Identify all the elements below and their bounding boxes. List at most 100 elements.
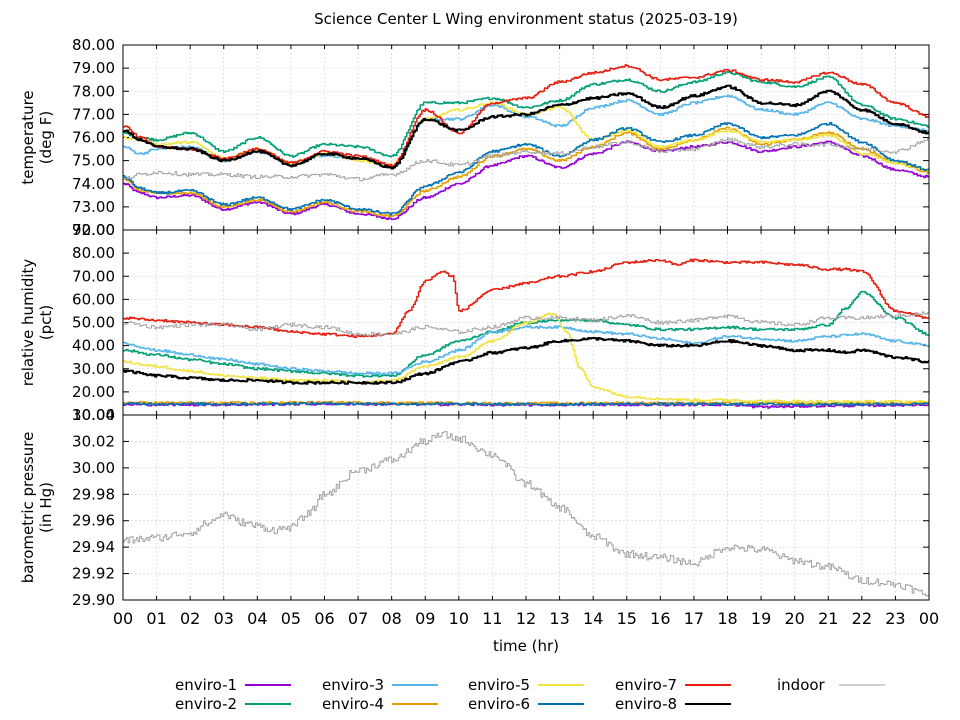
y-tick-label: 75.00 bbox=[72, 152, 115, 170]
legend-label: enviro-8 bbox=[615, 695, 677, 713]
y-tick-label: 80.00 bbox=[72, 36, 115, 54]
legend-label: enviro-3 bbox=[322, 676, 384, 694]
y-tick-label: 30.04 bbox=[72, 406, 115, 424]
series-group bbox=[123, 64, 929, 221]
series-line-enviro-2 bbox=[123, 71, 929, 158]
x-tick-label: 05 bbox=[281, 609, 301, 628]
x-tick-label: 04 bbox=[247, 609, 267, 628]
y-tick-label: 79.00 bbox=[72, 59, 115, 77]
legend-label: enviro-5 bbox=[468, 676, 530, 694]
y-axis-unit-label: (pct) bbox=[37, 305, 55, 340]
series-line-enviro-8 bbox=[123, 84, 929, 170]
x-tick-label: 08 bbox=[381, 609, 401, 628]
x-tick-label: 00 bbox=[113, 609, 133, 628]
series-line-enviro-7 bbox=[123, 64, 929, 168]
legend-entry-enviro-8: enviro-8 bbox=[615, 695, 731, 713]
legend-entry-enviro-2: enviro-2 bbox=[175, 695, 291, 713]
y-tick-label: 50.00 bbox=[72, 314, 115, 332]
y-axis-unit-label: (deg F) bbox=[37, 111, 55, 164]
legend-label: enviro-6 bbox=[468, 695, 530, 713]
chart-panels: 72.00 73.00 74.00 75.00 76.00 77.00 78.00 79.00… bbox=[19, 36, 939, 628]
series-line-enviro-5 bbox=[123, 312, 929, 404]
series-group bbox=[123, 258, 929, 409]
x-tick-label: 16 bbox=[650, 609, 670, 628]
y-axis-unit-label: (in Hg) bbox=[37, 482, 55, 533]
legend-entry-enviro-1: enviro-1 bbox=[175, 676, 291, 694]
y-tick-label: 90.00 bbox=[72, 221, 115, 239]
y-tick-label: 29.96 bbox=[72, 512, 115, 530]
x-tick-label: 15 bbox=[617, 609, 637, 628]
legend-label: enviro-1 bbox=[175, 676, 237, 694]
series-line-enviro-4 bbox=[123, 126, 929, 218]
x-tick-label: 07 bbox=[348, 609, 368, 628]
y-tick-label: 30.00 bbox=[72, 459, 115, 477]
y-tick-label: 29.98 bbox=[72, 485, 115, 503]
y-tick-label: 72.00 bbox=[72, 221, 115, 239]
x-tick-label: 13 bbox=[549, 609, 569, 628]
x-tick-label: 12 bbox=[516, 609, 536, 628]
series-line-enviro-1 bbox=[123, 140, 929, 221]
series-line-indoor bbox=[123, 431, 929, 598]
series-line-indoor bbox=[123, 137, 929, 182]
x-tick-label: 06 bbox=[314, 609, 334, 628]
series-line-indoor bbox=[123, 311, 929, 337]
x-tick-label: 11 bbox=[482, 609, 502, 628]
chart-title: Science Center L Wing environment status… bbox=[314, 10, 738, 28]
legend-entry-enviro-3: enviro-3 bbox=[322, 676, 438, 694]
legend-label: enviro-2 bbox=[175, 695, 237, 713]
y-tick-label: 73.00 bbox=[72, 198, 115, 216]
y-tick-label: 74.00 bbox=[72, 175, 115, 193]
legend-entry-enviro-7: enviro-7 bbox=[615, 676, 731, 694]
x-tick-label: 02 bbox=[180, 609, 200, 628]
x-tick-label: 00 bbox=[919, 609, 939, 628]
legend-label: enviro-7 bbox=[615, 676, 677, 694]
y-axis-label: relative humidity bbox=[19, 259, 37, 387]
x-axis-label: time (hr) bbox=[493, 637, 559, 655]
panel-frame bbox=[122, 414, 930, 601]
y-tick-label: 76.00 bbox=[72, 129, 115, 147]
x-tick-label: 18 bbox=[717, 609, 737, 628]
x-tick-label: 17 bbox=[684, 609, 704, 628]
y-tick-label: 20.00 bbox=[72, 383, 115, 401]
y-tick-label: 30.00 bbox=[72, 360, 115, 378]
x-tick-label: 03 bbox=[214, 609, 234, 628]
y-tick-label: 78.00 bbox=[72, 82, 115, 100]
x-tick-label: 22 bbox=[852, 609, 872, 628]
y-tick-label: 60.00 bbox=[72, 290, 115, 308]
y-tick-label: 30.02 bbox=[72, 432, 115, 450]
panel-humidity: 10.00 20.00 30.00 40.00 50.00 60.00 70.00 80.00… bbox=[19, 221, 930, 424]
x-tick-label: 09 bbox=[415, 609, 435, 628]
panel-temperature: 72.00 73.00 74.00 75.00 76.00 77.00 78.00 79.00… bbox=[19, 36, 930, 239]
x-tick-label: 23 bbox=[885, 609, 905, 628]
y-tick-label: 70.00 bbox=[72, 267, 115, 285]
legend-entry-indoor: indoor bbox=[777, 676, 885, 694]
legend-entry-enviro-4: enviro-4 bbox=[322, 695, 438, 713]
series-line-enviro-7 bbox=[123, 258, 929, 339]
y-tick-label: 10.00 bbox=[72, 406, 115, 424]
y-tick-label: 29.94 bbox=[72, 538, 115, 556]
x-tick-label: 19 bbox=[751, 609, 771, 628]
x-tick-label: 20 bbox=[784, 609, 804, 628]
x-tick-label: 10 bbox=[449, 609, 469, 628]
x-tick-label: 01 bbox=[146, 609, 166, 628]
y-tick-label: 29.90 bbox=[72, 591, 115, 609]
series-line-enviro-3 bbox=[123, 325, 929, 376]
y-tick-label: 77.00 bbox=[72, 105, 115, 123]
panel-pressure: 29.90 29.92 29.94 29.96 29.98 30.00 30.02 30.04… bbox=[19, 406, 930, 609]
y-tick-label: 80.00 bbox=[72, 244, 115, 262]
x-tick-label: 14 bbox=[583, 609, 603, 628]
series-line-enviro-6 bbox=[123, 121, 929, 216]
legend-label: indoor bbox=[777, 676, 826, 694]
legend-entry-enviro-6: enviro-6 bbox=[468, 695, 584, 713]
legend-entry-enviro-5: enviro-5 bbox=[468, 676, 584, 694]
y-tick-label: 40.00 bbox=[72, 337, 115, 355]
legend-label: enviro-4 bbox=[322, 695, 384, 713]
series-line-enviro-6 bbox=[123, 401, 929, 407]
y-tick-label: 29.92 bbox=[72, 565, 115, 583]
series-group bbox=[123, 431, 929, 598]
x-tick-label: 21 bbox=[818, 609, 838, 628]
series-line-enviro-8 bbox=[123, 336, 929, 385]
y-axis-label: temperature bbox=[19, 90, 37, 184]
